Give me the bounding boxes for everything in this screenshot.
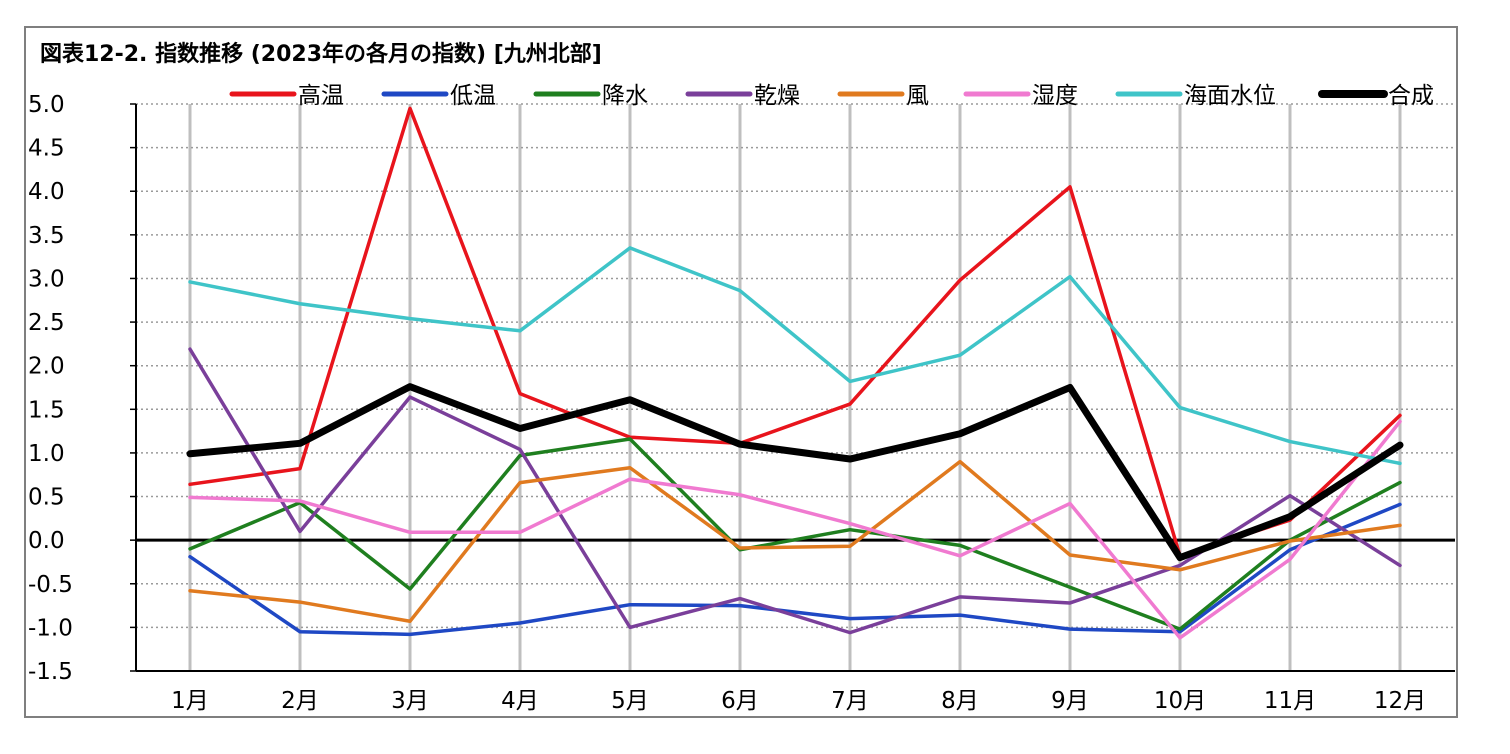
series-line-8 (186, 383, 1404, 562)
y-tick-label: 2.0 (28, 354, 65, 380)
x-tick-label: 8月 (941, 688, 979, 714)
y-tick-label: -1.5 (28, 659, 73, 685)
y-tick-label: -0.5 (28, 572, 73, 598)
x-tick-label: 2月 (281, 688, 319, 714)
series-line-2 (188, 502, 1402, 637)
y-tick-label: 1.5 (28, 397, 65, 423)
x-tick-label: 10月 (1154, 688, 1206, 714)
legend-label: 乾燥 (754, 83, 800, 109)
y-tick-label: 4.0 (28, 179, 65, 205)
x-tick-label: 4月 (501, 688, 539, 714)
series-line-3 (188, 437, 1402, 631)
y-tick-label: 3.5 (28, 223, 65, 249)
x-tick-label: 5月 (611, 688, 649, 714)
series-layer (186, 106, 1404, 640)
x-tick-label: 12月 (1374, 688, 1426, 714)
y-tick-label: 0.5 (28, 485, 65, 511)
y-tick-label: -1.0 (28, 615, 73, 641)
y-tick-label: 0.0 (28, 528, 65, 554)
series-line-7 (188, 246, 1402, 466)
legend-label: 降水 (602, 83, 648, 109)
x-tick-label: 11月 (1264, 688, 1316, 714)
x-tick-label: 6月 (721, 688, 759, 714)
grid-layer (136, 103, 1455, 672)
y-tick-label: 1.0 (28, 441, 65, 467)
legend-label: 高温 (298, 83, 344, 109)
series-line-6 (188, 419, 1402, 640)
legend: 高温 低温 降水 乾燥 風 湿度 海面水位 合成 (229, 83, 1434, 109)
y-tick-label: 4.5 (28, 136, 65, 162)
series-line-1 (188, 106, 1402, 558)
y-tick-label: 5.0 (28, 92, 65, 118)
x-tick-label: 7月 (831, 688, 869, 714)
x-tick-label: 1月 (171, 688, 209, 714)
chart-title: 図表12-2. 指数推移 (2023年の各月の指数) [九州北部] (40, 42, 602, 67)
legend-label: 低温 (450, 83, 496, 109)
y-tick-label: 2.5 (28, 310, 65, 336)
x-tick-label: 3月 (391, 688, 429, 714)
y-tick-label: 3.0 (28, 266, 65, 292)
legend-label: 海面水位 (1184, 83, 1276, 109)
legend-label: 合成 (1388, 83, 1434, 109)
series-line-5 (188, 459, 1402, 624)
legend-label: 風 (906, 83, 929, 109)
series-line-4 (188, 347, 1402, 635)
legend-label: 湿度 (1032, 83, 1078, 109)
x-tick-label: 9月 (1051, 688, 1089, 714)
axis-layer: 5.0 4.5 4.0 3.5 3.0 2.5 2.0 1.5 1.0 0.5 0.0 -0.5 -1.… (28, 92, 1455, 714)
